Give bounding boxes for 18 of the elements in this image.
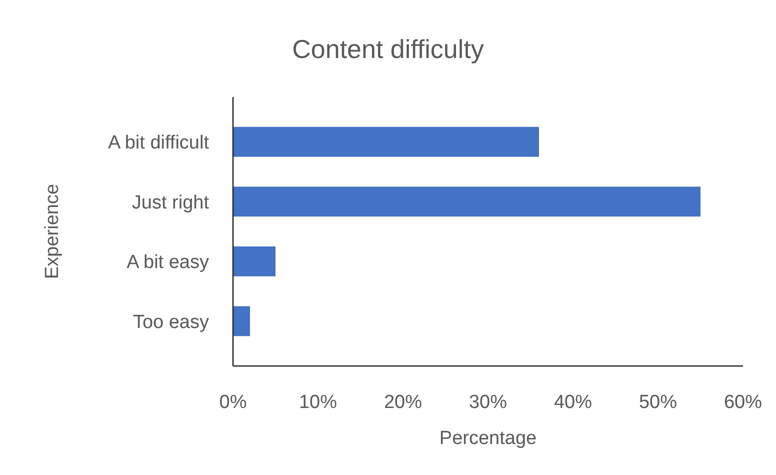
y-axis-title: Experience [42, 184, 63, 280]
bar [233, 246, 276, 276]
x-tick-label: 30% [468, 392, 508, 413]
y-tick-label: A bit difficult [108, 132, 210, 154]
x-tick-label: 20% [384, 392, 422, 413]
x-tick-label: 0% [219, 392, 247, 413]
bar [233, 306, 250, 336]
x-tick-label: 60% [724, 392, 762, 413]
x-tick-label: 50% [638, 392, 678, 413]
y-tick-label: Too easy [132, 312, 210, 333]
x-axis-title: Percentage [439, 428, 537, 449]
y-tick-label: Just right [132, 192, 210, 214]
bar [233, 126, 539, 157]
chart-title: Content difficulty [292, 34, 484, 64]
x-tick-label: 40% [554, 392, 592, 413]
bar [233, 186, 700, 217]
x-tick-label: 10% [298, 392, 338, 413]
y-tick-label: A bit easy [126, 252, 210, 274]
